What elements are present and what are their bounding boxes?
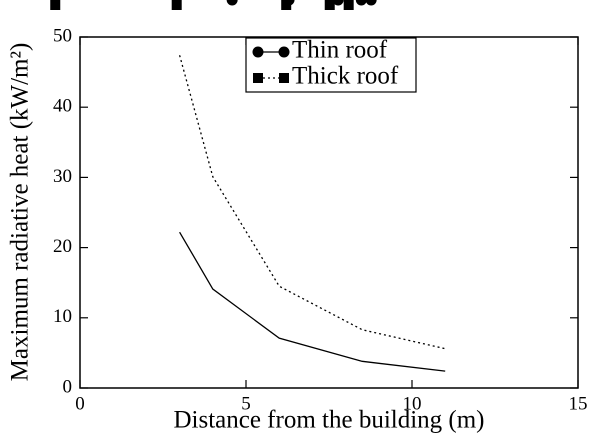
marker: [365, 0, 377, 6]
y-tick-label: 30: [53, 166, 72, 187]
x-tick-label: 0: [75, 393, 85, 414]
y-tick-label: 0: [63, 376, 73, 397]
y-tick-label: 20: [53, 236, 72, 257]
legend-marker: [279, 73, 289, 83]
plot-frame: [79, 36, 579, 389]
series-line: [179, 231, 446, 372]
legend-marker: [278, 46, 290, 58]
legend-marker: [252, 46, 264, 58]
y-axis-label: Maximum radiative heat (kW/m²): [7, 43, 34, 382]
x-tick-label: 10: [403, 393, 422, 414]
y-tick-label: 10: [53, 306, 72, 327]
legend-label: Thin roof: [292, 37, 388, 64]
marker: [281, 0, 292, 10]
x-tick-label: 5: [241, 393, 251, 414]
y-tick-label: 50: [53, 25, 72, 46]
marker: [355, 0, 367, 6]
marker: [50, 0, 61, 10]
marker: [343, 0, 354, 10]
legend-marker: [253, 73, 263, 83]
marker: [332, 0, 344, 6]
legend-box: [245, 37, 417, 93]
legend-label: Thick roof: [292, 63, 399, 90]
series-line: [178, 55, 446, 350]
x-axis-label: Distance from the building (m): [173, 407, 484, 434]
y-tick-label: 40: [53, 96, 72, 117]
marker: [226, 0, 238, 6]
x-tick-label: 15: [569, 393, 588, 414]
marker: [171, 0, 182, 10]
marker: [324, 0, 335, 10]
